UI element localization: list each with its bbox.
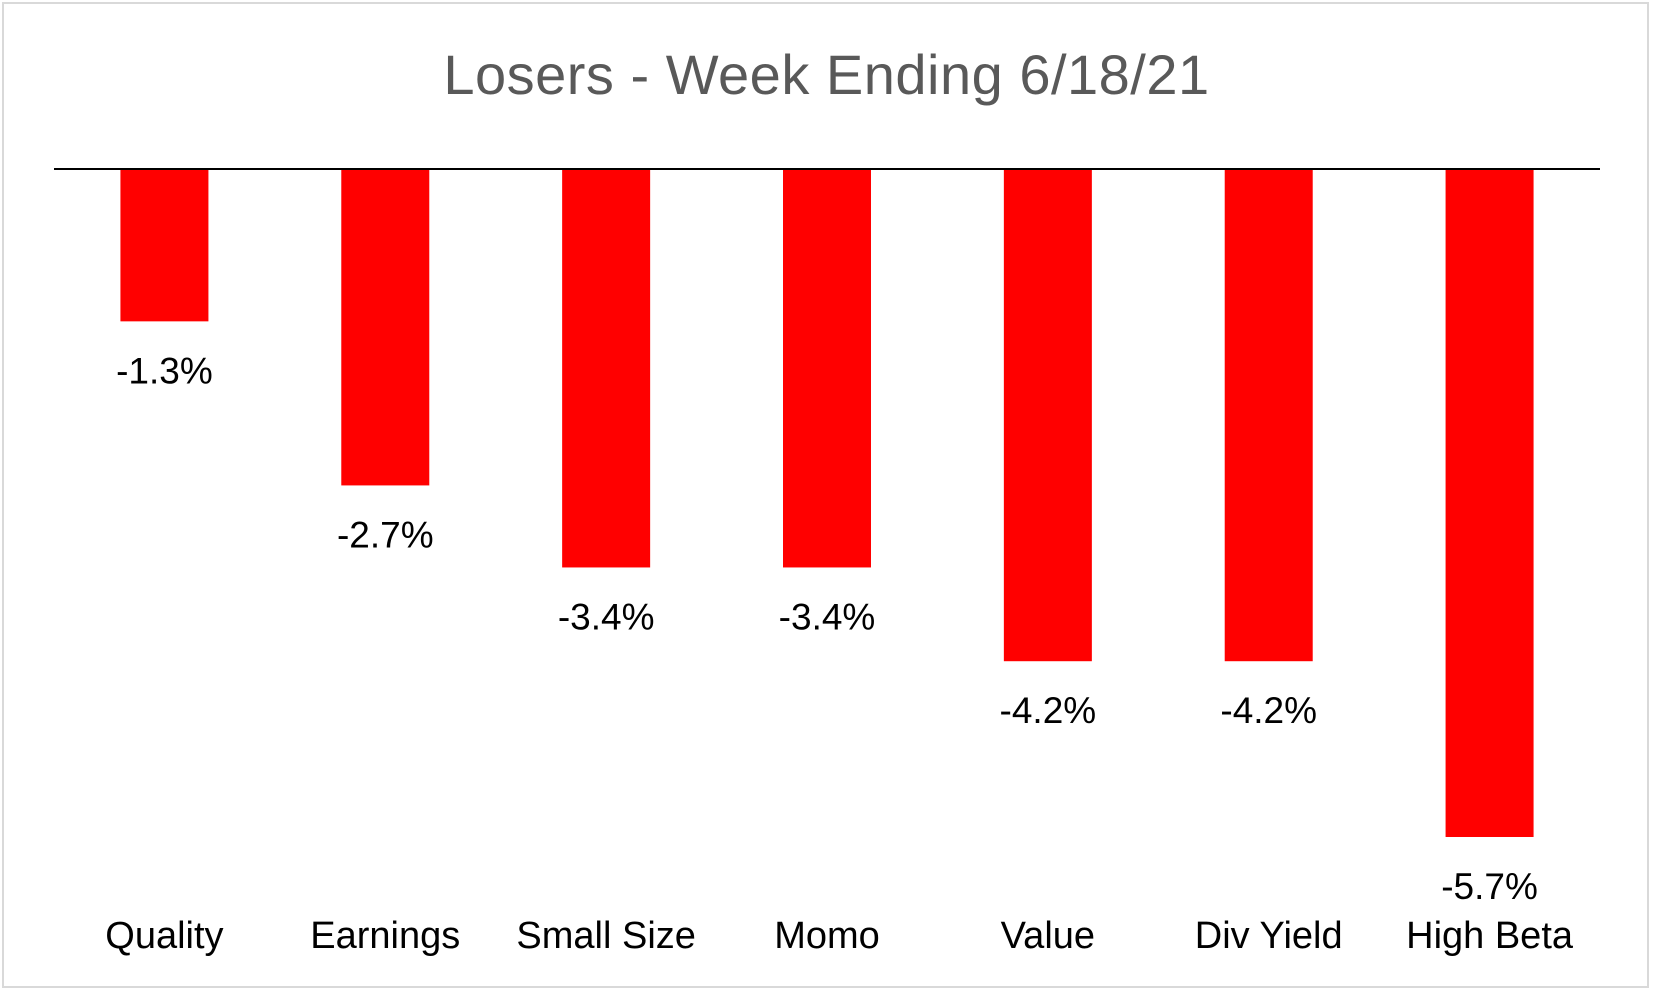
category-label-quality: Quality [105,915,223,957]
chart-title: Losers - Week Ending 6/18/21 [443,43,1210,106]
category-label-small-size: Small Size [516,915,696,957]
category-label-momo: Momo [774,915,880,957]
data-label-earnings: -2.7% [337,514,434,555]
bars-layer [120,169,1534,837]
data-label-small-size: -3.4% [558,596,655,637]
bar-small-size [562,169,651,568]
category-label-high-beta: High Beta [1406,915,1574,957]
bar-value [1003,169,1092,662]
category-label-earnings: Earnings [310,915,460,957]
data-label-div-yield: -4.2% [1220,690,1317,731]
bar-momo [783,169,871,568]
data-label-value: -4.2% [1000,690,1097,731]
labels-layer: -1.3% Quality -2.7% Earnings -3.4% Small Size… [105,350,1574,957]
bar-quality [120,169,209,322]
data-label-momo: -3.4% [779,596,876,637]
data-label-high-beta: -5.7% [1441,866,1538,907]
bar-div-yield [1224,169,1313,662]
data-label-quality: -1.3% [116,350,213,391]
category-label-div-yield: Div Yield [1195,915,1343,957]
bar-earnings [341,169,430,486]
bar-high-beta [1445,169,1534,837]
category-label-value: Value [1001,915,1095,957]
